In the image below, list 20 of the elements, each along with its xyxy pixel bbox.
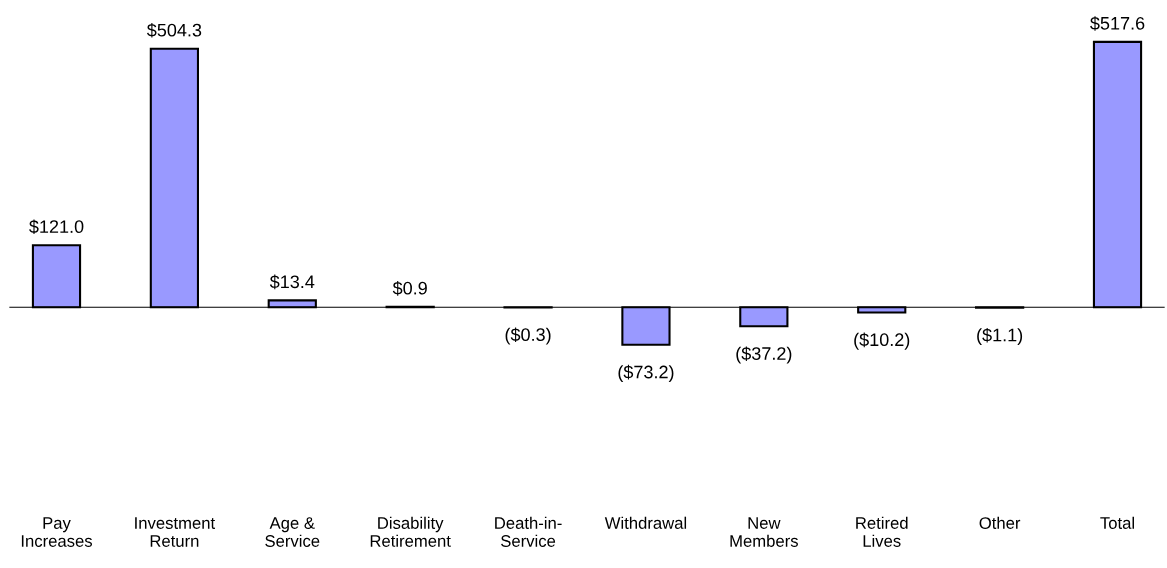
data-label: ($73.2)	[618, 364, 674, 382]
data-label: ($1.1)	[977, 327, 1023, 345]
data-label: $504.3	[146, 22, 202, 38]
x-tick-label: Investment Return	[135, 517, 216, 547]
x-tick-label: Total	[1100, 516, 1134, 529]
data-label: $517.6	[1090, 16, 1145, 31]
data-label: ($10.2)	[854, 332, 910, 350]
data-label: $121.0	[29, 219, 84, 235]
x-tick-label: Withdrawal	[604, 516, 687, 529]
x-tick-label: Retired Lives	[856, 516, 908, 547]
x-tick-label: Death-in- Service	[495, 516, 562, 547]
data-label: $13.4	[269, 274, 315, 290]
x-tick-label: Age & Service	[265, 517, 320, 547]
data-label: ($0.3)	[505, 327, 551, 345]
data-label: ($37.2)	[736, 346, 792, 364]
x-tick-label: New Members	[730, 517, 798, 547]
data-label: $0.9	[392, 281, 427, 296]
x-tick-label: Disability Retirement	[370, 516, 451, 547]
x-tick-label: Other	[979, 516, 1021, 529]
x-tick-label: Pay Increases	[21, 517, 93, 547]
